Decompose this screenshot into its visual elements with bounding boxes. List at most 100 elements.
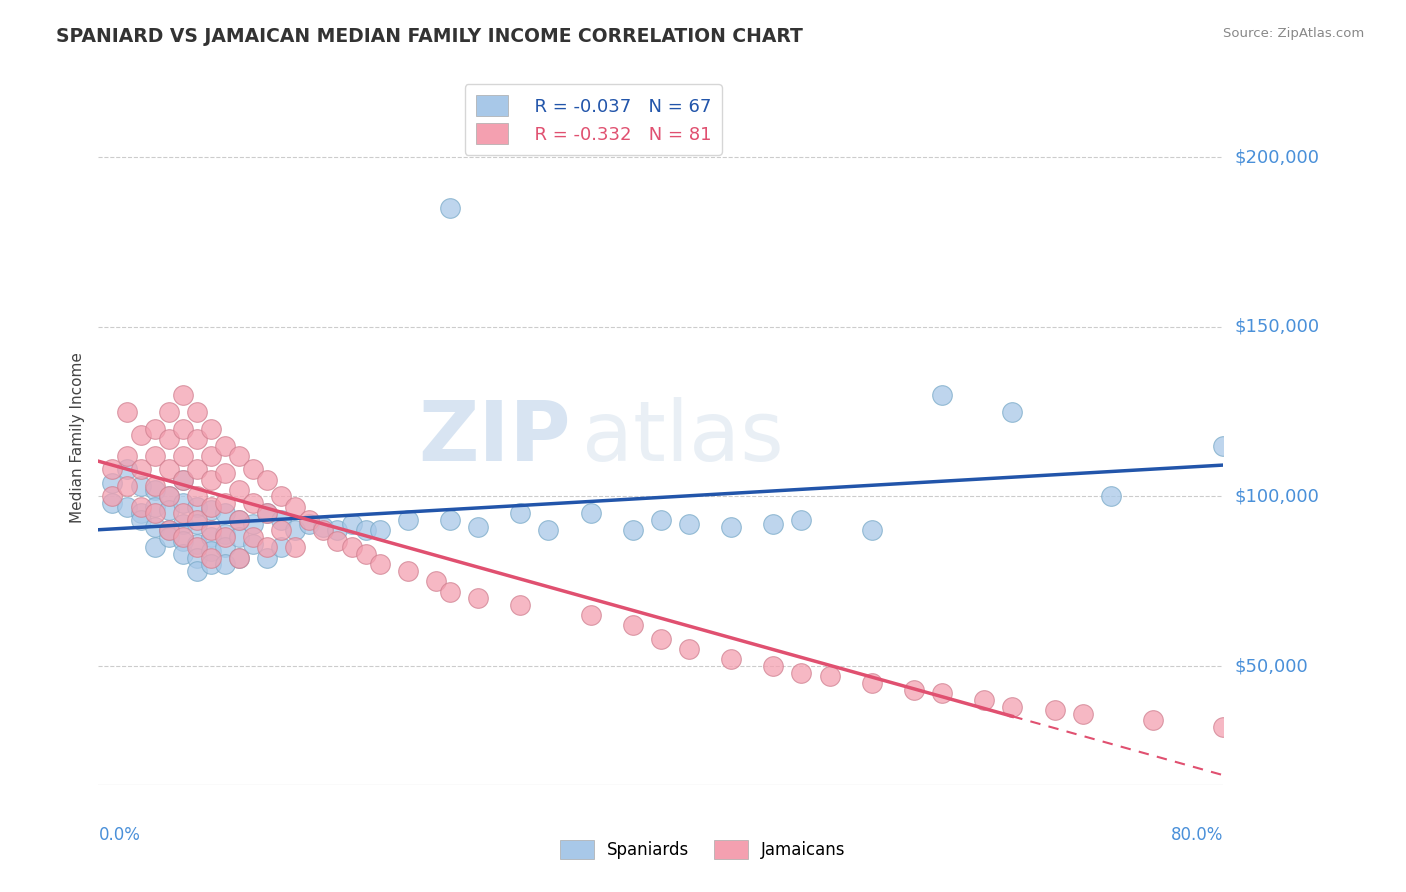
Point	[101, 462, 124, 476]
Point	[1001, 699, 1024, 714]
Point	[762, 516, 785, 531]
Point	[354, 524, 377, 538]
Point	[115, 404, 138, 418]
Point	[270, 541, 292, 555]
Point	[396, 513, 419, 527]
Point	[242, 516, 264, 531]
Legend: Spaniards, Jamaicans: Spaniards, Jamaicans	[554, 833, 852, 866]
Point	[425, 574, 447, 589]
Text: Source: ZipAtlas.com: Source: ZipAtlas.com	[1223, 27, 1364, 40]
Point	[509, 507, 531, 521]
Point	[157, 404, 180, 418]
Point	[1212, 439, 1234, 453]
Point	[256, 507, 278, 521]
Point	[172, 387, 194, 401]
Point	[256, 550, 278, 565]
Point	[143, 479, 166, 493]
Point	[509, 598, 531, 612]
Point	[143, 449, 166, 463]
Point	[256, 541, 278, 555]
Point	[650, 632, 672, 646]
Point	[284, 524, 307, 538]
Point	[720, 652, 742, 666]
Text: $200,000: $200,000	[1234, 148, 1319, 166]
Point	[157, 503, 180, 517]
Point	[242, 462, 264, 476]
Point	[973, 693, 995, 707]
Point	[200, 473, 222, 487]
Point	[860, 524, 883, 538]
Point	[312, 524, 335, 538]
Point	[467, 591, 489, 606]
Point	[931, 387, 953, 401]
Point	[931, 686, 953, 700]
Point	[172, 516, 194, 531]
Point	[579, 608, 602, 623]
Point	[228, 550, 250, 565]
Point	[228, 513, 250, 527]
Point	[256, 473, 278, 487]
Point	[396, 564, 419, 578]
Point	[326, 533, 349, 548]
Point	[270, 524, 292, 538]
Point	[172, 530, 194, 544]
Point	[129, 507, 152, 521]
Point	[186, 500, 208, 514]
Point	[439, 201, 461, 215]
Point	[186, 432, 208, 446]
Point	[186, 516, 208, 531]
Point	[903, 682, 925, 697]
Point	[368, 558, 391, 572]
Point	[143, 541, 166, 555]
Point	[214, 507, 236, 521]
Point	[228, 513, 250, 527]
Point	[270, 490, 292, 504]
Text: SPANIARD VS JAMAICAN MEDIAN FAMILY INCOME CORRELATION CHART: SPANIARD VS JAMAICAN MEDIAN FAMILY INCOM…	[56, 27, 803, 45]
Point	[340, 516, 363, 531]
Point	[143, 507, 166, 521]
Point	[200, 530, 222, 544]
Point	[172, 449, 194, 463]
Point	[186, 537, 208, 551]
Point	[214, 558, 236, 572]
Point	[860, 676, 883, 690]
Point	[678, 516, 700, 531]
Point	[200, 449, 222, 463]
Point	[101, 496, 124, 510]
Y-axis label: Median Family Income: Median Family Income	[70, 351, 86, 523]
Point	[214, 466, 236, 480]
Point	[200, 543, 222, 558]
Text: 80.0%: 80.0%	[1171, 826, 1223, 844]
Point	[762, 659, 785, 673]
Point	[1071, 706, 1094, 721]
Point	[200, 421, 222, 435]
Point	[650, 513, 672, 527]
Point	[621, 618, 644, 632]
Point	[115, 462, 138, 476]
Point	[214, 541, 236, 555]
Point	[172, 496, 194, 510]
Point	[326, 524, 349, 538]
Point	[129, 428, 152, 442]
Point	[200, 503, 222, 517]
Point	[172, 473, 194, 487]
Point	[186, 462, 208, 476]
Point	[298, 513, 321, 527]
Point	[186, 513, 208, 527]
Point	[129, 462, 152, 476]
Point	[157, 524, 180, 538]
Text: 0.0%: 0.0%	[98, 826, 141, 844]
Point	[214, 439, 236, 453]
Point	[129, 479, 152, 493]
Point	[172, 547, 194, 561]
Point	[172, 421, 194, 435]
Point	[790, 665, 813, 680]
Text: $50,000: $50,000	[1234, 657, 1308, 675]
Point	[115, 479, 138, 493]
Point	[537, 524, 560, 538]
Point	[312, 520, 335, 534]
Point	[186, 404, 208, 418]
Legend:   R = -0.037   N = 67,   R = -0.332   N = 81: R = -0.037 N = 67, R = -0.332 N = 81	[465, 85, 721, 155]
Point	[678, 642, 700, 657]
Point	[284, 541, 307, 555]
